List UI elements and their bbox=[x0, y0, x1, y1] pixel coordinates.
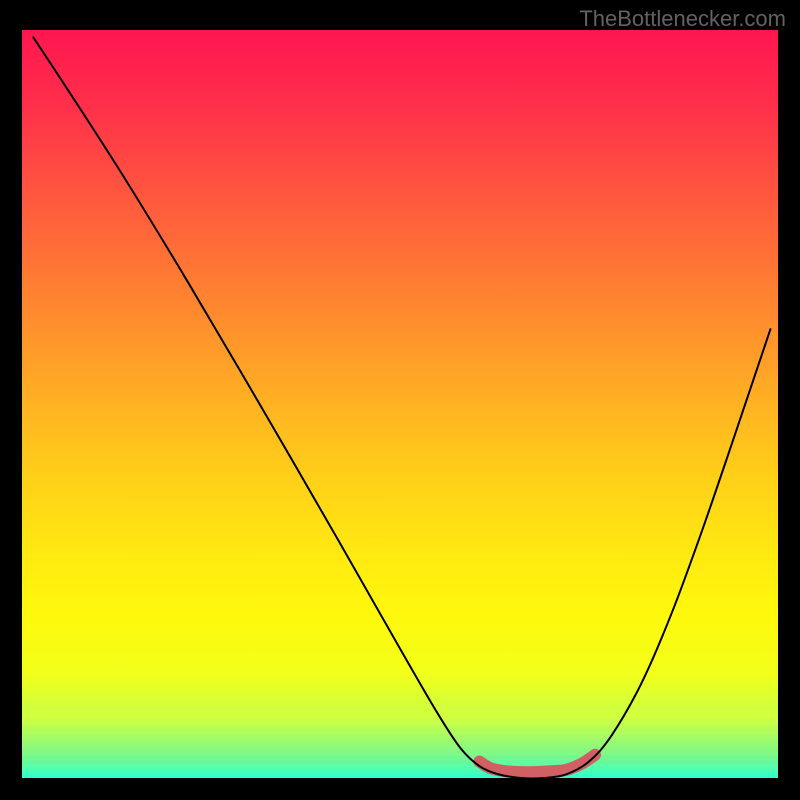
chart-svg bbox=[22, 30, 778, 778]
chart-background bbox=[22, 30, 778, 778]
watermark-text: TheBottlenecker.com bbox=[579, 6, 786, 32]
bottom-stripes bbox=[22, 711, 778, 764]
bottleneck-chart bbox=[22, 30, 778, 778]
